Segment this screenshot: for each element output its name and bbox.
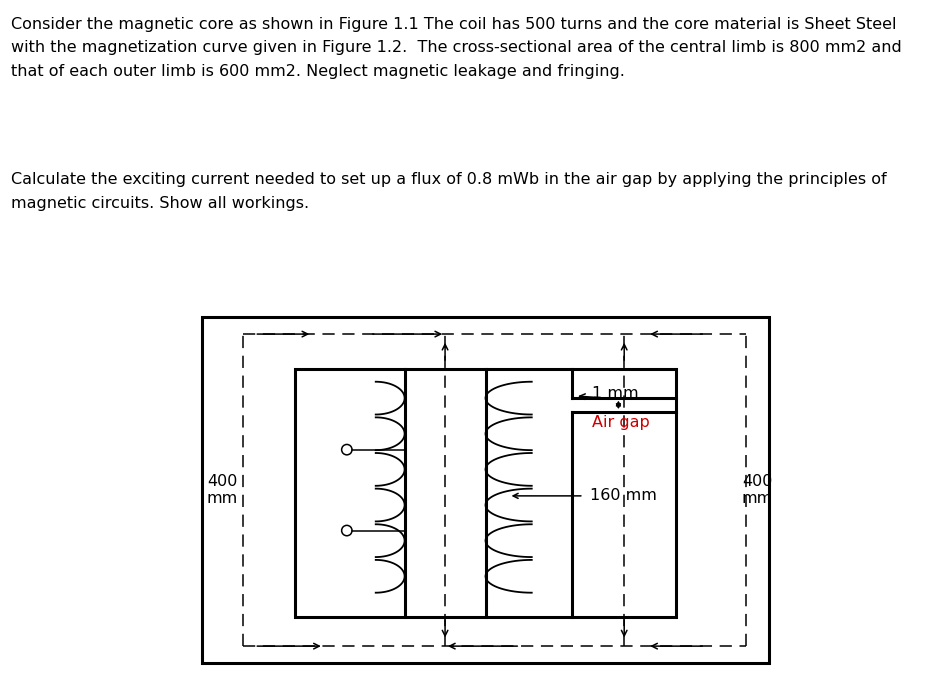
- Text: Consider the magnetic core as shown in Figure 1.1 The coil has 500 turns and the: Consider the magnetic core as shown in F…: [11, 17, 902, 78]
- Text: Air gap: Air gap: [592, 415, 650, 430]
- Text: 400
mm: 400 mm: [742, 474, 773, 506]
- Text: 400
mm: 400 mm: [207, 474, 238, 506]
- Text: 160 mm: 160 mm: [589, 488, 657, 504]
- Bar: [295, 368, 676, 617]
- Text: Calculate the exciting current needed to set up a flux of 0.8 mWb in the air gap: Calculate the exciting current needed to…: [11, 172, 887, 211]
- Text: 1 mm: 1 mm: [592, 385, 639, 400]
